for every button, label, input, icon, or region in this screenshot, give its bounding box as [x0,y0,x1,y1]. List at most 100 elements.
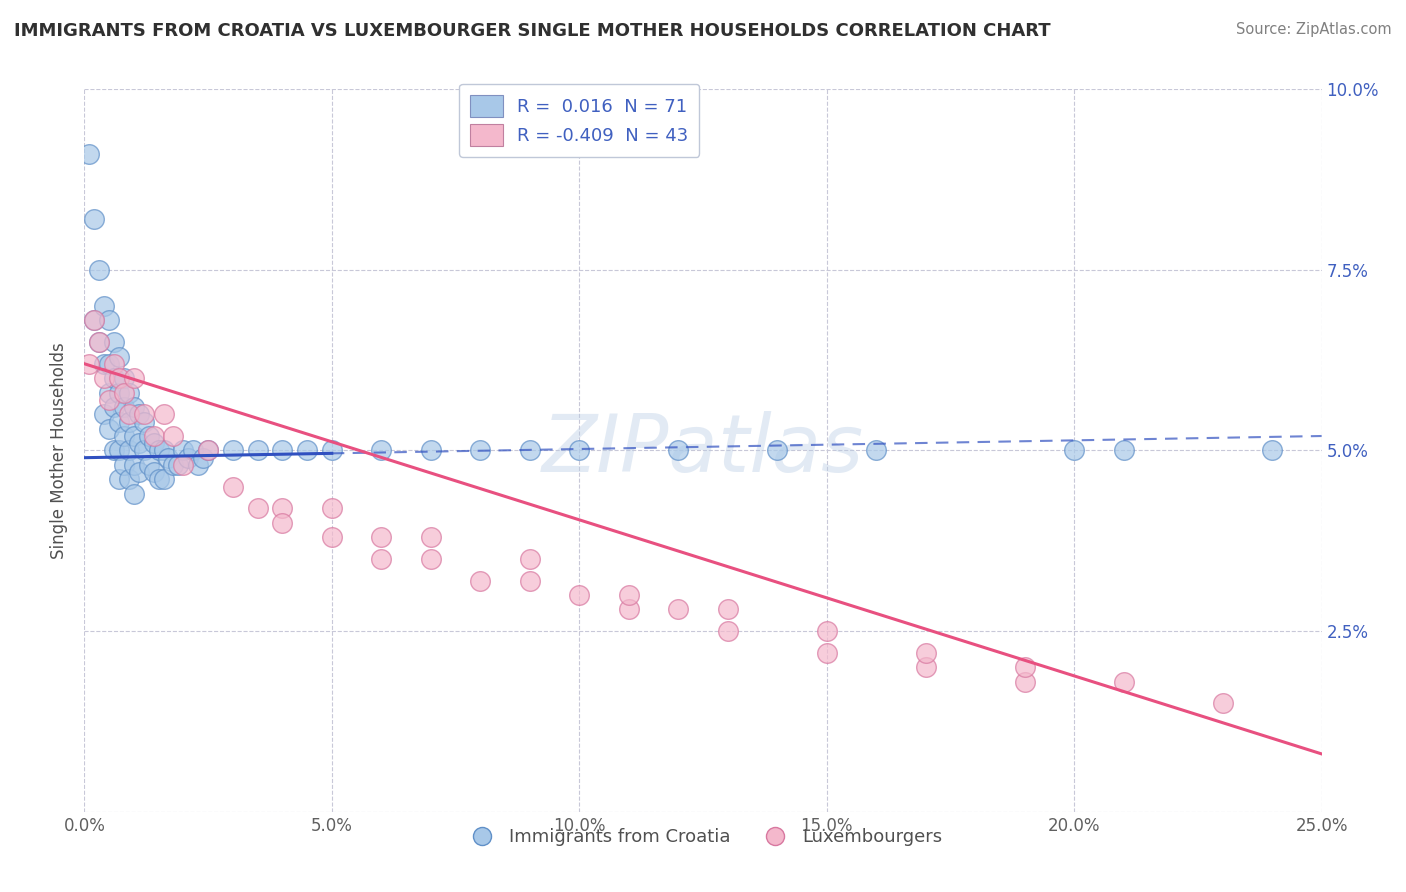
Point [271,443,294,458]
Point [138,429,160,443]
Point [118,415,141,429]
Point [103,371,125,385]
Point [419,443,441,458]
Point [470,443,492,458]
Point [122,400,145,414]
Point [89,334,111,349]
Point [98,422,121,436]
Point [222,480,245,494]
Point [271,516,294,530]
Point [222,443,245,458]
Point [118,385,141,400]
Point [83,212,105,227]
Point [148,443,170,458]
Point [419,530,441,544]
Point [103,334,125,349]
Point [470,574,492,588]
Point [98,385,121,400]
Point [865,443,887,458]
Point [321,530,343,544]
Point [108,472,131,486]
Point [370,530,392,544]
Point [112,385,135,400]
Point [246,443,269,458]
Point [1014,660,1036,674]
Text: IMMIGRANTS FROM CROATIA VS LUXEMBOURGER SINGLE MOTHER HOUSEHOLDS CORRELATION CHA: IMMIGRANTS FROM CROATIA VS LUXEMBOURGER … [14,22,1050,40]
Point [197,443,219,458]
Point [142,436,165,450]
Point [118,407,141,422]
Point [93,371,115,385]
Point [122,371,145,385]
Point [148,472,170,486]
Point [1261,443,1284,458]
Point [89,263,111,277]
Point [419,551,441,566]
Point [766,443,789,458]
Point [122,458,145,472]
Text: ZIPatlas: ZIPatlas [541,411,865,490]
Point [108,371,131,385]
Point [128,465,150,479]
Point [98,313,121,327]
Point [1112,443,1135,458]
Point [568,443,591,458]
Point [519,574,541,588]
Point [118,472,141,486]
Point [271,501,294,516]
Point [167,458,190,472]
Point [197,443,219,458]
Point [617,602,640,616]
Point [128,407,150,422]
Text: Source: ZipAtlas.com: Source: ZipAtlas.com [1236,22,1392,37]
Point [519,551,541,566]
Point [568,588,591,602]
Point [172,443,194,458]
Point [181,443,204,458]
Point [83,313,105,327]
Point [1014,674,1036,689]
Point [187,458,209,472]
Point [132,415,155,429]
Point [93,299,115,313]
Point [246,501,269,516]
Point [108,443,131,458]
Point [103,400,125,414]
Point [108,415,131,429]
Point [191,450,214,465]
Point [118,443,141,458]
Point [152,472,174,486]
Point [112,400,135,414]
Point [914,660,936,674]
Point [112,458,135,472]
Point [162,458,184,472]
Point [1212,697,1234,711]
Point [108,350,131,364]
Point [103,443,125,458]
Point [617,588,640,602]
Point [93,357,115,371]
Point [108,385,131,400]
Point [142,429,165,443]
Point [519,443,541,458]
Point [666,443,689,458]
Point [321,501,343,516]
Point [93,407,115,422]
Point [122,487,145,501]
Point [142,465,165,479]
Point [717,624,740,639]
Point [132,407,155,422]
Point [132,443,155,458]
Point [98,392,121,407]
Point [152,407,174,422]
Point [112,371,135,385]
Point [172,458,194,472]
Point [128,436,150,450]
Point [157,450,180,465]
Point [98,357,121,371]
Point [122,429,145,443]
Point [79,357,101,371]
Point [666,602,689,616]
Point [914,646,936,660]
Y-axis label: Single Mother Households: Single Mother Households [51,343,69,558]
